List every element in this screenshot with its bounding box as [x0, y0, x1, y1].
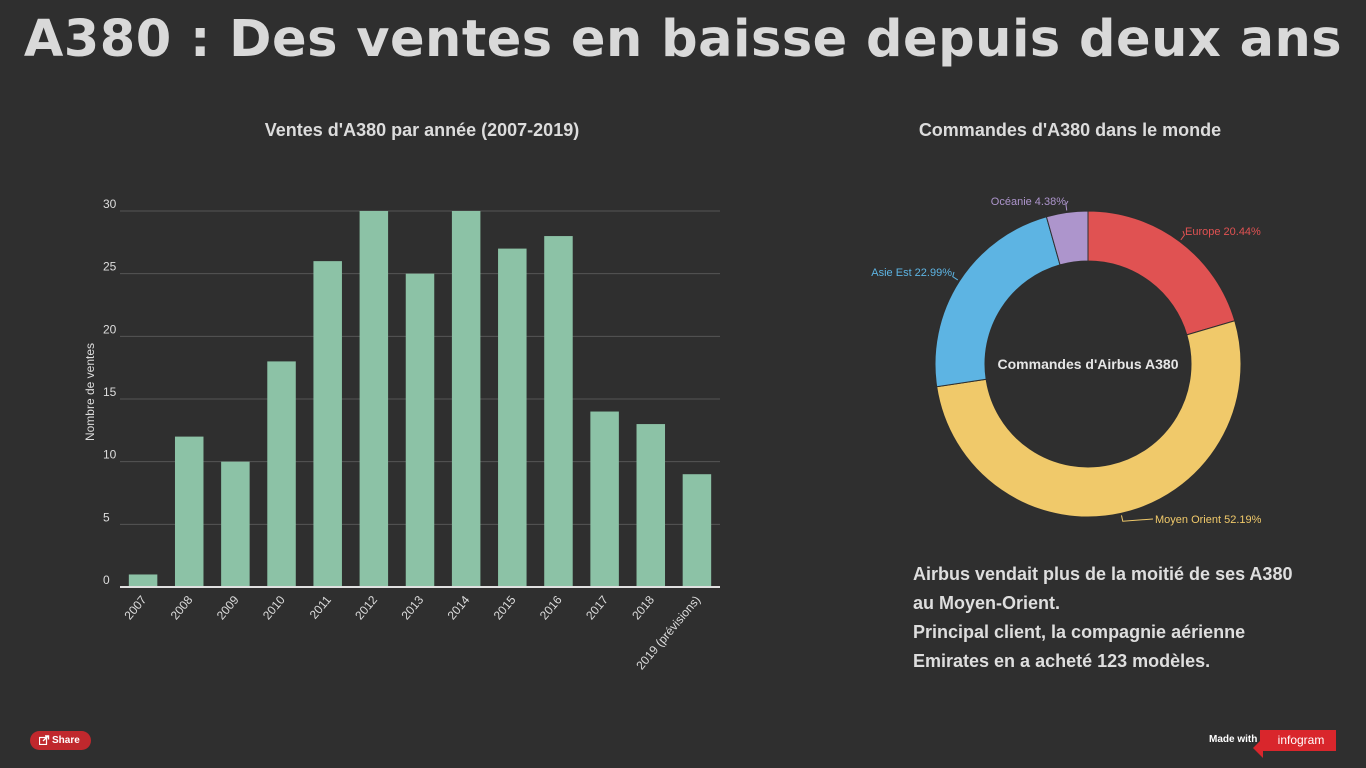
- slice-label: Europe 20.44%: [1185, 226, 1261, 238]
- x-tick-label: 2016: [537, 593, 565, 623]
- bar: [221, 461, 250, 587]
- caption-line: Principal client, la compagnie aérienne: [913, 622, 1246, 642]
- slice-leader-line: [952, 271, 959, 281]
- bar: [544, 236, 573, 588]
- y-axis-label: Nombre de ventes: [83, 343, 97, 441]
- slice-label: Océanie 4.38%: [991, 196, 1066, 208]
- y-tick-label: 0: [103, 573, 110, 587]
- bar: [174, 436, 204, 587]
- share-icon: [39, 735, 50, 745]
- donut-chart: Europe 20.44% Moyen Orient 52.19% Asie Est…: [871, 196, 1262, 526]
- donut-center-label: Commandes d'Airbus A380: [998, 356, 1179, 372]
- infogram-flag-icon: [1253, 738, 1263, 758]
- caption-line: Airbus vendait plus de la moitié de ses …: [913, 564, 1293, 584]
- y-tick-label: 10: [103, 448, 117, 462]
- slice-label: Moyen Orient 52.19%: [1155, 514, 1262, 526]
- y-tick-label: 25: [103, 260, 117, 274]
- slice-label: Asie Est 22.99%: [871, 267, 952, 279]
- x-tick-label: 2013: [398, 593, 426, 623]
- x-tick-label: 2012: [352, 593, 380, 623]
- slice-leader-line: [1180, 230, 1185, 241]
- y-tick-label: 20: [103, 322, 117, 336]
- bar: [359, 211, 389, 587]
- donut-slice: [1045, 210, 1089, 266]
- bar: [451, 211, 481, 587]
- y-tick-label: 30: [103, 197, 117, 211]
- bar: [636, 424, 666, 587]
- x-tick-label: 2009: [214, 593, 242, 623]
- y-tick-label: 5: [103, 510, 110, 524]
- donut-chart-title: Commandes d'A380 dans le monde: [918, 120, 1222, 140]
- x-tick-label: 2007: [121, 593, 149, 623]
- bar-chart-title: Ventes d'A380 par année (2007-2019): [264, 120, 580, 140]
- bar: [590, 411, 619, 587]
- bar: [128, 574, 158, 587]
- bar: [405, 273, 435, 587]
- bar: [267, 361, 296, 587]
- x-tick-label: 2014: [445, 593, 473, 623]
- caption: Airbus vendait plus de la moitié de ses …: [913, 560, 1333, 676]
- x-tick-label: 2008: [168, 593, 196, 623]
- donut-slice: [936, 320, 1242, 518]
- caption-line: au Moyen-Orient.: [913, 593, 1061, 613]
- bar: [313, 261, 342, 587]
- bar: [498, 248, 527, 587]
- made-with-label: Made with: [1209, 734, 1258, 745]
- share-button[interactable]: Share: [30, 731, 91, 750]
- infogram-logo[interactable]: infogram: [1260, 730, 1336, 751]
- slice-leader-line: [1065, 200, 1069, 211]
- x-tick-label: 2011: [307, 593, 335, 622]
- y-tick-label: 15: [103, 385, 117, 399]
- x-tick-label: 2017: [583, 593, 611, 623]
- caption-line: Emirates en a acheté 123 modèles.: [913, 651, 1211, 671]
- page-title: A380 : Des ventes en baisse depuis deux …: [23, 10, 1343, 69]
- bar: [682, 474, 712, 587]
- bar-chart: 0 5 10 15 20 25 30 Nombre de ventes 2007 2008 2009…: [83, 197, 720, 672]
- x-tick-label: 2018: [629, 593, 657, 623]
- slice-leader-line: [1120, 515, 1154, 522]
- x-tick-label: 2010: [260, 593, 288, 623]
- x-tick-label: 2015: [491, 593, 519, 623]
- share-label: Share: [52, 735, 80, 746]
